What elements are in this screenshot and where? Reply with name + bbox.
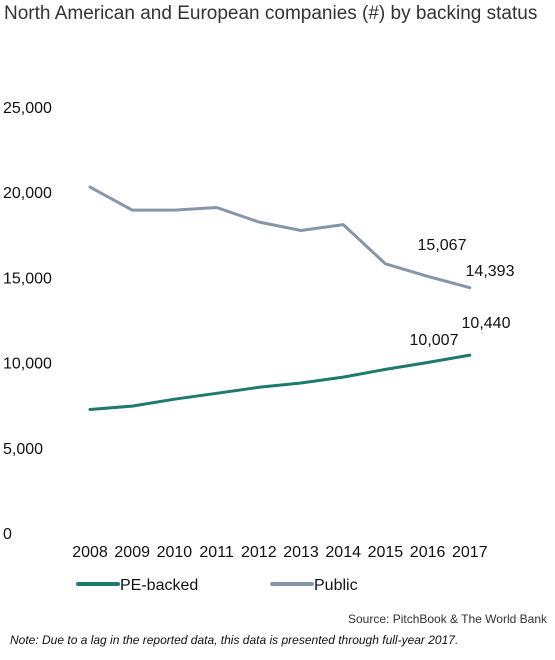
x-tick-label: 2009 xyxy=(114,544,150,561)
chart-title: North American and European companies (#… xyxy=(4,3,538,24)
y-tick-label: 5,000 xyxy=(3,441,43,458)
y-tick-label: 10,000 xyxy=(3,356,52,373)
x-tick-label: 2011 xyxy=(199,544,234,561)
x-tick-label: 2014 xyxy=(325,544,361,561)
series-line-pe-backed xyxy=(88,353,472,411)
x-tick-label: 2015 xyxy=(368,544,404,561)
x-tick-label: 2017 xyxy=(452,544,488,561)
x-tick-label: 2013 xyxy=(283,544,319,561)
x-tick-label: 2016 xyxy=(410,544,446,561)
x-tick-label: 2008 xyxy=(72,544,108,561)
legend-label: Public xyxy=(314,577,358,594)
y-tick-label: 20,000 xyxy=(3,185,52,202)
data-label: 10,440 xyxy=(462,315,511,332)
legend-label: PE-backed xyxy=(120,577,198,594)
footnote: Note: Due to a lag in the reported data,… xyxy=(10,633,459,647)
x-tick-label: 2012 xyxy=(241,544,277,561)
data-label: 15,067 xyxy=(418,237,467,254)
data-label: 14,393 xyxy=(466,263,515,280)
y-tick-label: 15,000 xyxy=(3,270,52,287)
data-label: 10,007 xyxy=(410,332,459,349)
x-tick-label: 2010 xyxy=(157,544,193,561)
source-note: Source: PitchBook & The World Bank xyxy=(348,612,547,626)
series-line-public xyxy=(88,185,472,290)
y-tick-label: 0 xyxy=(3,526,12,543)
y-tick-label: 25,000 xyxy=(3,100,52,117)
